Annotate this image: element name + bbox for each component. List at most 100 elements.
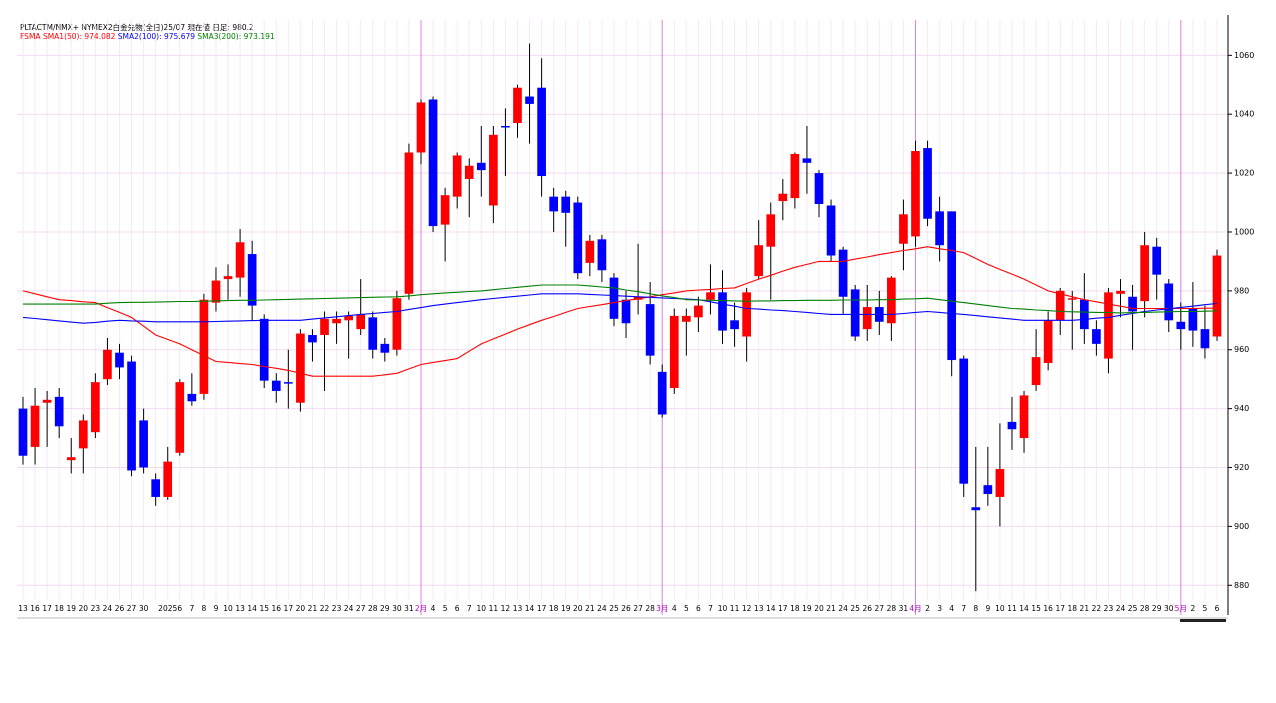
chart-title: PLTACTM/NMX+ NYMEX2白金先物(全日)25/07 現在値 日足:… [20, 22, 254, 32]
x-tick-label: 20 [814, 604, 824, 613]
x-tick-label: 10 [223, 604, 233, 613]
x-tick-label: 5 [443, 604, 448, 613]
candle-body [392, 298, 402, 350]
candle-body [259, 318, 269, 381]
x-tick-label: 18 [790, 604, 800, 613]
x-tick-label: 9 [985, 604, 990, 613]
x-tick-label: 12 [742, 604, 752, 613]
candle-body [1019, 395, 1029, 439]
x-tick-label: 23 [332, 604, 342, 613]
candle-body [344, 315, 353, 321]
candle-body [440, 195, 450, 225]
x-tick-label: 4 [949, 604, 954, 613]
x-tick-label: 10 [995, 604, 1005, 613]
candle-body [971, 507, 981, 511]
candle-body [935, 211, 944, 246]
candle-body [1055, 290, 1065, 321]
candle-body [247, 254, 257, 306]
x-tick-label: 6 [455, 604, 460, 613]
candle-body [899, 214, 908, 244]
candle-body [1031, 357, 1041, 386]
x-tick-label: 23 [1104, 604, 1114, 613]
x-tick-label: 17 [778, 604, 788, 613]
x-tick-label: 2月 [415, 604, 427, 613]
candle-body [320, 318, 329, 336]
candle-body [766, 214, 776, 247]
candle-body [476, 162, 486, 171]
candle-body [633, 296, 643, 300]
x-tick-label: 27 [875, 604, 885, 613]
x-tick-label: 6 [696, 604, 701, 613]
x-tick-label: 21 [308, 604, 318, 613]
x-tick-label: 22 [1092, 604, 1102, 613]
candle-body [308, 335, 317, 343]
candle-body [742, 292, 751, 337]
x-tick-label: 14 [1019, 604, 1029, 613]
x-tick-label: 24 [103, 604, 113, 613]
x-tick-label: 23 [91, 604, 101, 613]
x-tick-label: 9 [214, 604, 219, 613]
candle-body [923, 148, 932, 219]
x-tick-label: 17 [1055, 604, 1065, 613]
candle-body [1079, 299, 1089, 330]
y-tick-label: 880 [1234, 581, 1249, 590]
candle-body [1164, 283, 1174, 321]
candle-body [332, 318, 341, 324]
x-tick-label: 14 [525, 604, 535, 613]
candle-body [91, 382, 100, 433]
candle-body [826, 205, 836, 256]
x-tick-label: 27 [356, 604, 366, 613]
candle-body [983, 485, 993, 495]
x-tick-label: 3月 [656, 604, 668, 613]
candle-body [573, 202, 583, 274]
sma-line [22, 246, 1217, 377]
x-tick-label: 2 [925, 604, 930, 613]
x-tick-label: 17 [537, 604, 547, 613]
x-tick-label: 8 [202, 604, 207, 613]
x-tick-label: 16 [30, 604, 40, 613]
y-tick-label: 1000 [1234, 227, 1254, 236]
candle-body [561, 196, 571, 213]
candle-body [645, 304, 655, 356]
legend-entry: SMA3(200): 973.191 [197, 32, 274, 41]
candle-body [416, 102, 426, 153]
x-tick-label: 26 [862, 604, 872, 613]
x-tick-label: 17 [284, 604, 294, 613]
legend-entry: SMA2(100): 975.679 [118, 32, 195, 41]
candle-body [549, 196, 559, 212]
x-tick-label: 5 [684, 604, 689, 613]
y-tick-label: 1060 [1234, 51, 1254, 60]
x-tick-label: 24 [1116, 604, 1126, 613]
candle-body [464, 165, 474, 179]
x-tick-label: 18 [549, 604, 559, 613]
x-tick-label: 26 [621, 604, 631, 613]
x-tick-label: 19 [802, 604, 812, 613]
candle-body [1176, 321, 1186, 330]
candle-body [694, 305, 703, 318]
candle-body [669, 315, 679, 389]
x-tick-label: 7 [467, 604, 472, 613]
x-tick-label: 31 [899, 604, 909, 613]
x-tick-label: 26 [115, 604, 125, 613]
candle-body [30, 405, 40, 447]
candle-body [887, 277, 896, 324]
candle-body [283, 382, 293, 384]
x-tick-label: 16 [1043, 604, 1053, 613]
candle-body [730, 320, 739, 330]
candle-body [66, 457, 76, 461]
candle-body [127, 361, 136, 471]
x-tick-label: 17 [42, 604, 52, 613]
x-tick-label: 27 [633, 604, 643, 613]
candle-body [501, 125, 510, 128]
x-tick-label: 2 [1190, 604, 1195, 613]
x-tick-label: 7 [189, 604, 194, 613]
candle-body [959, 358, 969, 484]
x-tick-label: 10 [718, 604, 728, 613]
candle-body [223, 276, 233, 280]
x-tick-label: 30 [392, 604, 402, 613]
y-tick-label: 980 [1234, 286, 1249, 295]
x-tick-label: 13 [513, 604, 523, 613]
x-tick-label: 11 [730, 604, 740, 613]
candle-body [537, 87, 546, 177]
